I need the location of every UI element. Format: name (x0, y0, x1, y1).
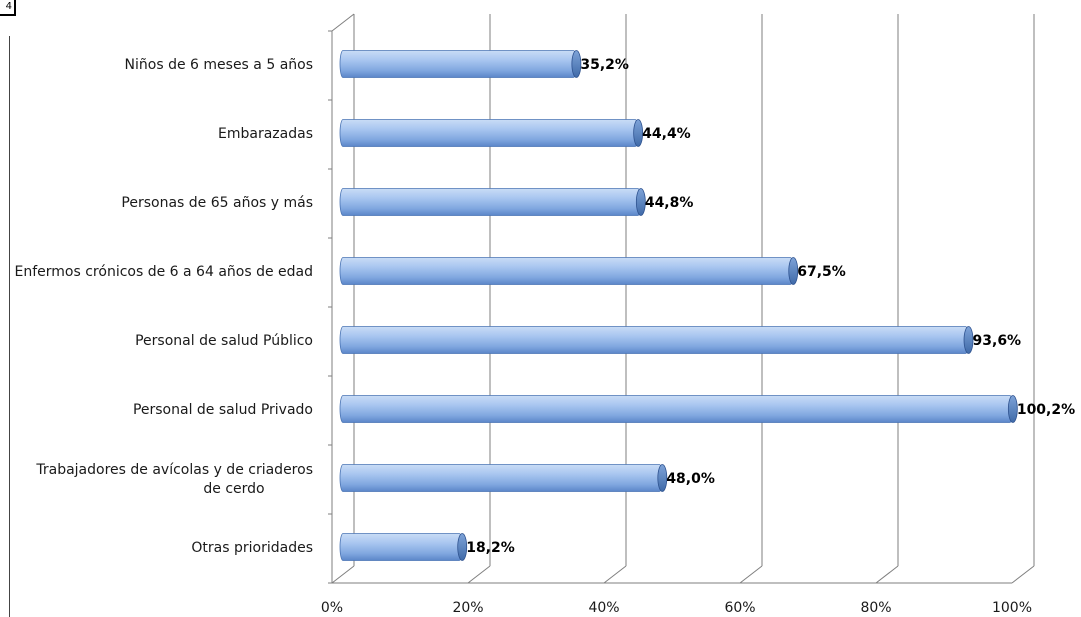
bar-value-label: 93,6% (973, 333, 1022, 349)
bars-layer (339, 50, 1018, 561)
bar-cap-2 (635, 188, 646, 216)
floor-gridline-0 (331, 565, 355, 584)
category-label: Otras prioridades (191, 540, 313, 556)
x-tick-label: 0% (321, 600, 343, 616)
floor-gridline-3 (739, 565, 763, 584)
bar-0 (339, 50, 577, 78)
category-label: Enfermos crónicos de 6 a 64 años de edad (15, 264, 313, 280)
y-axis-top-diagonal (331, 13, 355, 32)
bar-cap-3 (788, 257, 799, 285)
bar-cap-6 (657, 464, 668, 492)
bar-cap-4 (963, 326, 974, 354)
bar-4 (339, 326, 969, 354)
category-label: Niños de 6 meses a 5 años (125, 57, 313, 73)
bar-value-label: 48,0% (666, 471, 715, 487)
bar-1 (339, 119, 639, 147)
bar-7 (339, 533, 463, 561)
bar-5 (339, 395, 1014, 423)
category-label: Personas de 65 años y más (121, 195, 313, 211)
corner-number-box: 4 (0, 0, 16, 16)
axis-layer (328, 13, 1012, 584)
bar-3 (339, 257, 794, 285)
category-label: Trabajadores de avícolas y de criaderos d… (35, 462, 313, 497)
category-label: Personal de salud Público (135, 333, 313, 349)
bar-cap-5 (1007, 395, 1018, 423)
bar-value-label: 44,8% (645, 195, 694, 211)
bar-cap-7 (457, 533, 468, 561)
floor-gridline-4 (875, 565, 899, 584)
bar-2 (339, 188, 642, 216)
x-tick-label: 20% (452, 600, 483, 616)
bar-6 (339, 464, 663, 492)
bar-cap-0 (571, 50, 582, 78)
category-label: Embarazadas (218, 126, 313, 142)
grid-layer (331, 14, 1035, 584)
x-tick-label: 80% (860, 600, 891, 616)
bar-value-label: 67,5% (797, 264, 846, 280)
floor-gridline-1 (467, 565, 491, 584)
x-tick-label: 60% (724, 600, 755, 616)
category-label: Personal de salud Privado (133, 402, 313, 418)
bar-value-label: 44,4% (642, 126, 691, 142)
labels-layer: 0% 20% 40% 60% 80% 100% 35,2% Niños de 6 meses … (15, 57, 1076, 616)
bar-cap-1 (633, 119, 644, 147)
left-border-rule (9, 36, 10, 617)
bar-value-label: 18,2% (466, 540, 515, 556)
bar-value-label: 35,2% (580, 57, 629, 73)
x-tick-label: 100% (992, 600, 1032, 616)
bar-value-label: 100,2% (1017, 402, 1075, 418)
x-tick-label: 40% (588, 600, 619, 616)
floor-gridline-2 (603, 565, 627, 584)
floor-gridline-5 (1011, 565, 1035, 584)
